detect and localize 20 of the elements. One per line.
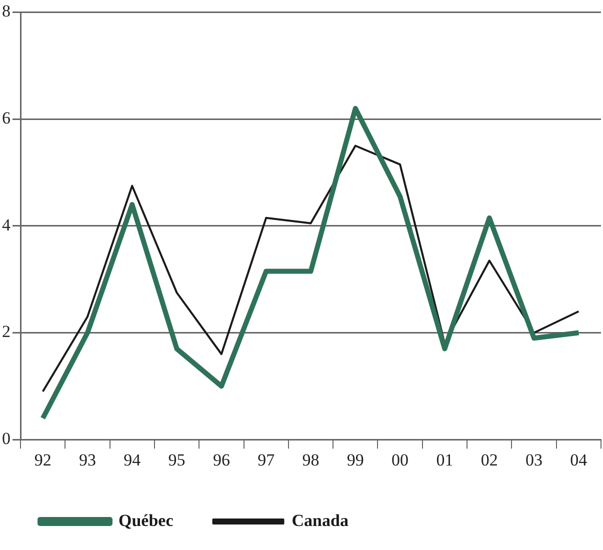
y-tick-label: 2 xyxy=(2,322,10,342)
y-tick-label: 6 xyxy=(2,108,10,128)
x-tick-label: 02 xyxy=(480,450,498,470)
x-tick-label: 93 xyxy=(78,450,96,470)
legend-label: Québec xyxy=(118,510,174,530)
x-tick-label: 95 xyxy=(168,450,186,470)
legend-label: Canada xyxy=(292,510,349,530)
y-tick-label: 0 xyxy=(2,429,10,448)
x-tick-label: 98 xyxy=(302,450,320,470)
x-tick-label: 94 xyxy=(124,450,142,470)
x-tick-label: 03 xyxy=(526,450,543,470)
x-tick-label: 00 xyxy=(392,450,409,470)
x-tick-label: 97 xyxy=(258,450,276,470)
x-tick-label: 04 xyxy=(570,450,588,470)
y-tick-label: 4 xyxy=(2,215,11,234)
x-tick-label: 01 xyxy=(436,450,454,470)
x-tick-label: 96 xyxy=(212,450,230,470)
x-tick-label: 99 xyxy=(346,450,364,470)
x-tick-label: 92 xyxy=(34,450,52,470)
y-tick-label: 8 xyxy=(2,2,10,21)
